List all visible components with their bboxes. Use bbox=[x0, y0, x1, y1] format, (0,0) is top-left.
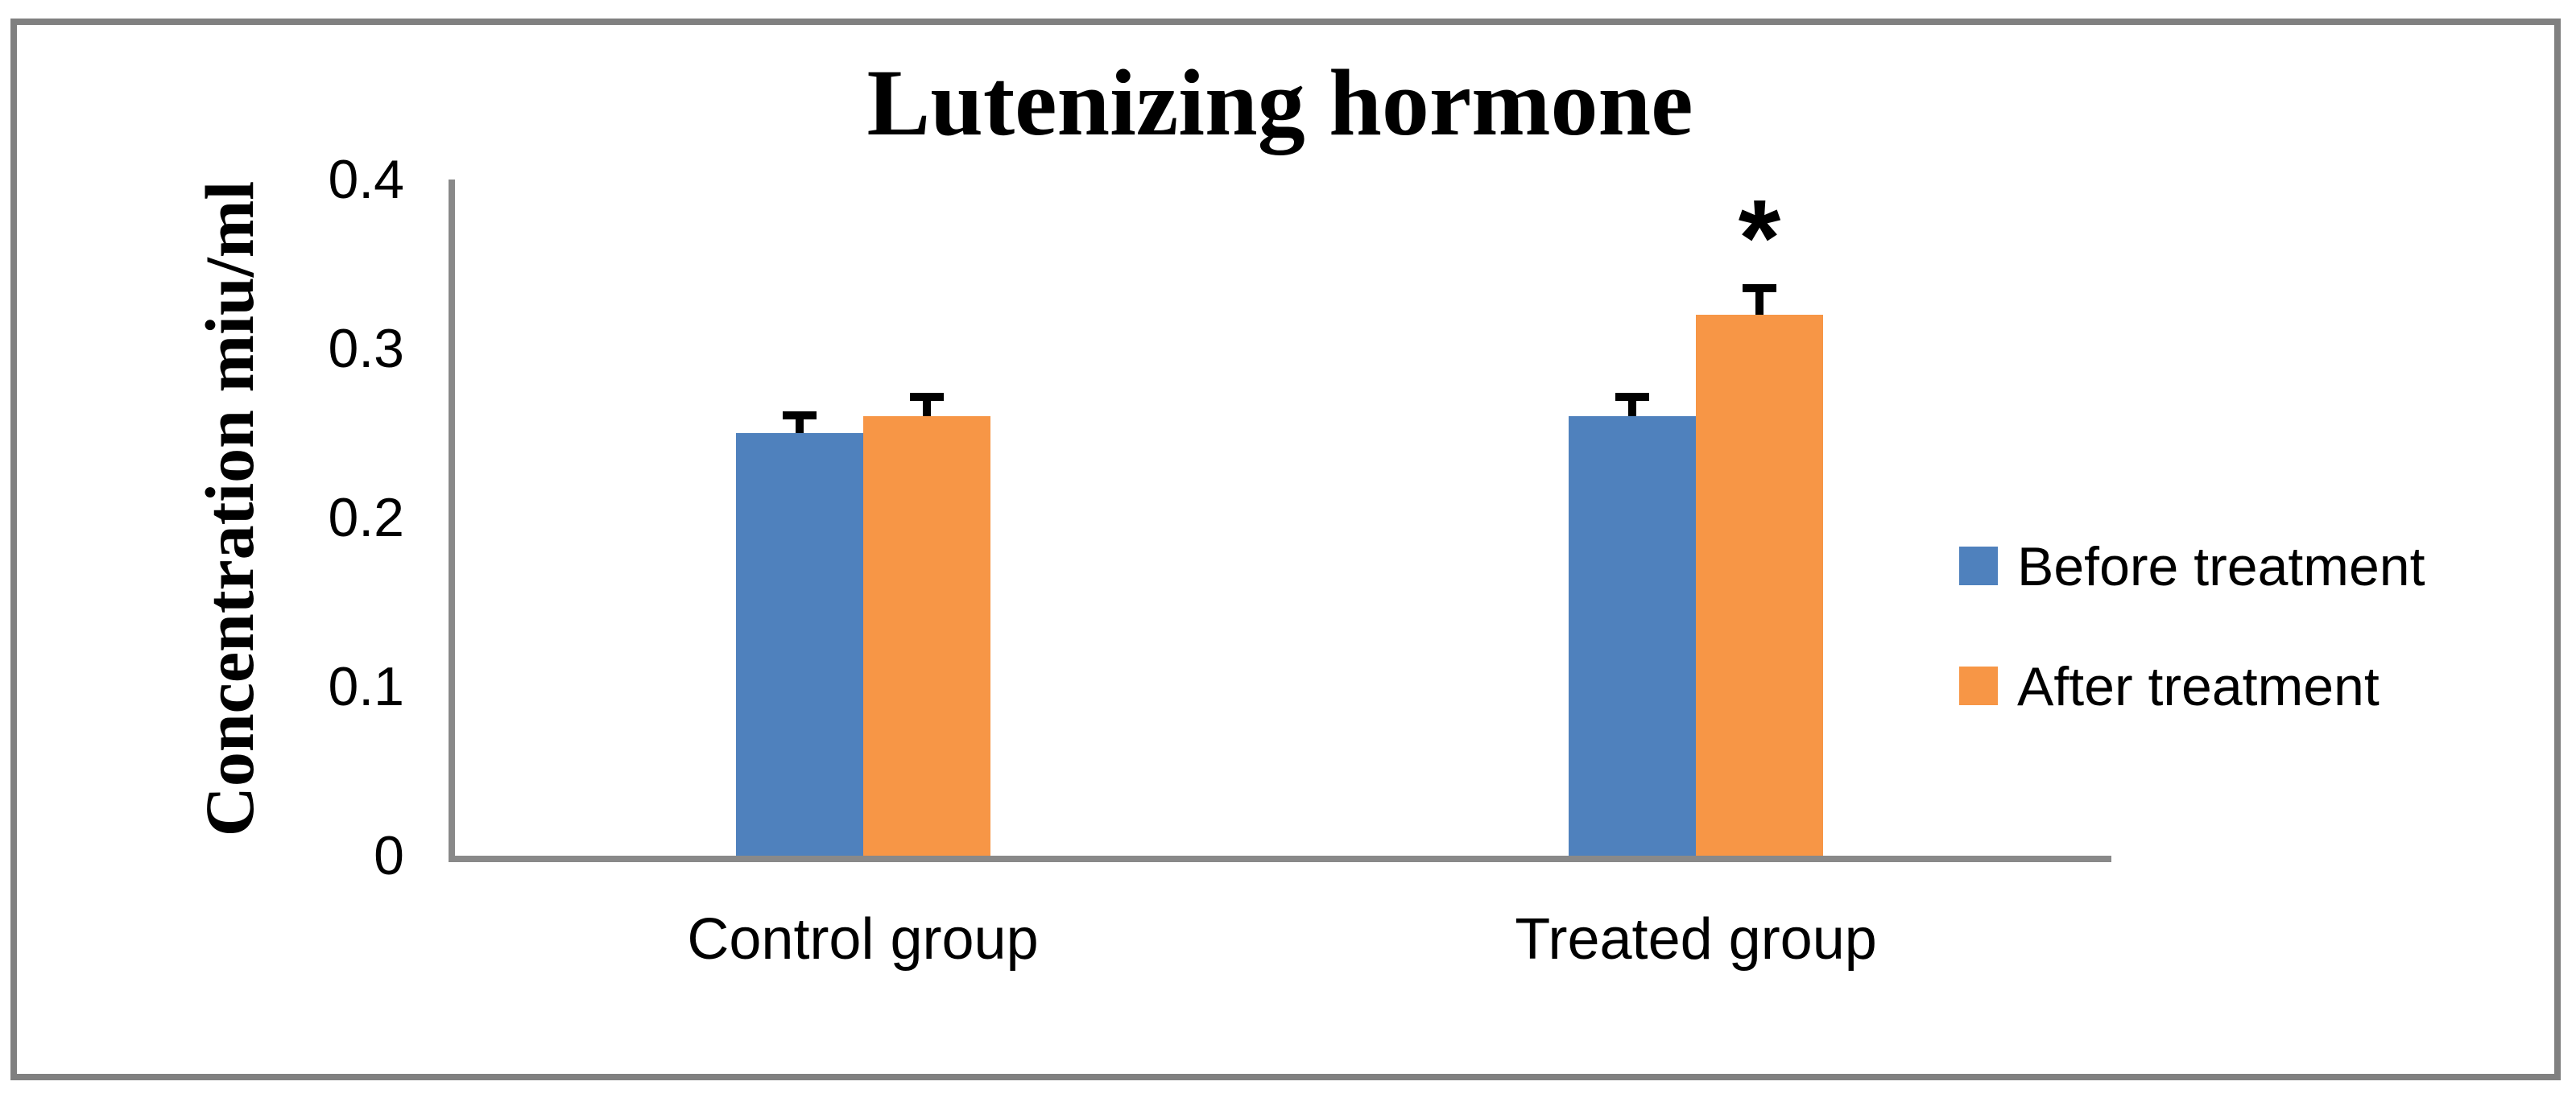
bar-control-group-after-treatment bbox=[862, 416, 990, 856]
bar-treated-group-after-treatment bbox=[1696, 315, 1823, 856]
legend-label-after-treatment: After treatment bbox=[2017, 656, 2380, 717]
bar-treated-group-before-treatment bbox=[1569, 416, 1696, 856]
error-bar-stem bbox=[922, 400, 931, 416]
significance-asterisk: * bbox=[1738, 177, 1781, 299]
y-tick-label: 0.1 bbox=[328, 656, 404, 717]
error-bar-stem bbox=[795, 419, 804, 433]
error-bar-cap bbox=[782, 411, 817, 419]
x-axis-label-treated-group: Treated group bbox=[1515, 907, 1877, 972]
chart-title: Lutenizing hormone bbox=[866, 50, 1693, 155]
error-bar-stem bbox=[1755, 292, 1764, 315]
legend-label-before-treatment: Before treatment bbox=[2017, 536, 2425, 597]
y-tick-label: 0 bbox=[374, 825, 404, 886]
legend-swatch-after-treatment bbox=[1959, 667, 1998, 705]
error-bar-cap bbox=[1615, 392, 1649, 401]
y-tick-label: 0.3 bbox=[328, 318, 404, 379]
bar-control-group-before-treatment bbox=[735, 433, 863, 856]
error-bar-stem bbox=[1628, 400, 1636, 416]
legend-swatch-before-treatment bbox=[1959, 547, 1998, 585]
figure-border bbox=[10, 19, 2561, 1080]
x-axis-label-control-group: Control group bbox=[687, 907, 1039, 972]
plot-area bbox=[449, 180, 2111, 862]
y-tick-label: 0.2 bbox=[328, 487, 404, 548]
error-bar-cap bbox=[1743, 284, 1776, 293]
error-bar-cap bbox=[909, 392, 944, 401]
y-tick-label: 0.4 bbox=[328, 149, 404, 210]
